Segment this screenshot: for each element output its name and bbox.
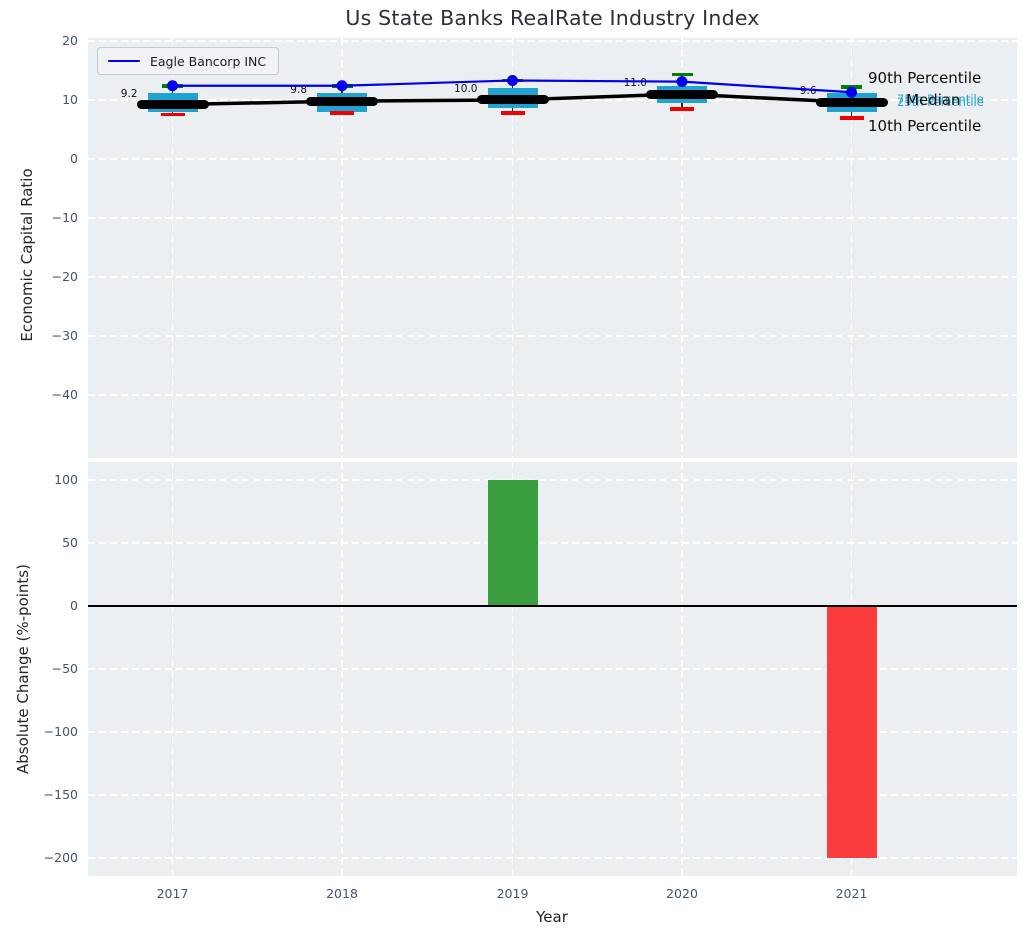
x-tick-label: 2017 bbox=[156, 886, 189, 901]
gridline-horizontal bbox=[88, 731, 1017, 733]
x-axis-label: Year bbox=[536, 908, 568, 926]
p10-cap bbox=[160, 112, 185, 117]
y-tick-label: 20 bbox=[62, 32, 78, 48]
median-data-label: 10.0 bbox=[454, 82, 478, 95]
y-tick-label: 100 bbox=[54, 472, 78, 488]
annotation-90th-percentile: 90th Percentile bbox=[868, 69, 982, 87]
median-data-label: 9.8 bbox=[290, 84, 307, 97]
y-tick-label: 0 bbox=[70, 150, 78, 166]
company-data-point bbox=[507, 74, 518, 86]
y-tick-label: 50 bbox=[62, 535, 78, 550]
y-tick-label: −30 bbox=[51, 327, 78, 343]
legend: Eagle Bancorp INC bbox=[97, 47, 280, 75]
gridline-vertical bbox=[341, 462, 343, 876]
gridline-vertical bbox=[850, 38, 853, 458]
gridline-horizontal bbox=[88, 479, 1017, 481]
median-data-label: 9.2 bbox=[120, 87, 138, 100]
p10-cap bbox=[330, 111, 354, 115]
y-tick-label: −40 bbox=[51, 386, 78, 402]
top-panel-plot-area: 9.2 9.8 10.0 11.0 9.6 Eagle Bancorp INC 90th… bbox=[88, 38, 1017, 458]
gridline-vertical bbox=[681, 38, 683, 458]
median-segment bbox=[306, 96, 378, 106]
median-segment bbox=[136, 100, 209, 110]
company-data-point bbox=[167, 80, 178, 92]
y-tick-label: −10 bbox=[51, 209, 78, 225]
gridline-vertical bbox=[511, 462, 514, 876]
gridline-vertical bbox=[511, 38, 514, 458]
gridline-horizontal bbox=[88, 335, 1017, 337]
median-segment bbox=[815, 97, 888, 107]
gridline-horizontal bbox=[88, 394, 1017, 396]
gridline-horizontal bbox=[88, 158, 1017, 160]
annotation-10th-percentile: 10th Percentile bbox=[868, 117, 982, 135]
gridline-horizontal bbox=[88, 668, 1017, 670]
gridline-vertical bbox=[341, 38, 343, 458]
chart-title: Us State Banks RealRate Industry Index bbox=[345, 6, 760, 30]
company-data-point bbox=[336, 80, 348, 92]
company-data-point bbox=[846, 86, 857, 98]
gridline-horizontal bbox=[88, 40, 1017, 42]
y-tick-label: 10 bbox=[62, 91, 78, 107]
y-tick-label: −20 bbox=[51, 268, 78, 284]
p10-cap bbox=[500, 111, 525, 115]
median-segment bbox=[646, 89, 718, 99]
x-tick-label: 2019 bbox=[496, 886, 529, 901]
p10-cap bbox=[839, 116, 864, 120]
gridline-vertical bbox=[171, 38, 174, 458]
gridline-vertical bbox=[171, 462, 174, 876]
y-tick-label: 0 bbox=[70, 598, 78, 613]
y-axis-label-top: Economic Capital Ratio bbox=[18, 168, 36, 342]
company-series-line bbox=[167, 74, 857, 98]
y-tick-label: −50 bbox=[51, 661, 78, 676]
gridline-horizontal bbox=[88, 217, 1017, 219]
median-data-label: 11.0 bbox=[623, 77, 647, 90]
annotation-median: Median bbox=[906, 91, 961, 109]
x-tick-label: 2018 bbox=[326, 886, 358, 901]
x-tick-label: 2021 bbox=[835, 886, 868, 901]
gridline-horizontal bbox=[88, 857, 1017, 859]
y-tick-label: −150 bbox=[43, 786, 78, 802]
gridline-horizontal bbox=[88, 276, 1017, 278]
gridline-horizontal bbox=[88, 542, 1017, 544]
p10-cap bbox=[670, 107, 694, 111]
positive-change-bar bbox=[487, 480, 538, 606]
y-tick-label: −200 bbox=[43, 849, 78, 865]
company-data-point bbox=[676, 76, 688, 88]
zero-line bbox=[88, 605, 1017, 607]
legend-label: Eagle Bancorp INC bbox=[150, 53, 267, 69]
median-segment bbox=[476, 95, 549, 105]
y-tick-label: −100 bbox=[43, 723, 78, 739]
x-tick-label: 2020 bbox=[666, 886, 698, 901]
p90-cap bbox=[671, 72, 693, 77]
bottom-panel-plot-area bbox=[88, 462, 1017, 876]
annotation-25th-percentile: 25th Percentile bbox=[897, 95, 984, 109]
annotation-75th-percentile: 75th Percentile bbox=[897, 92, 984, 106]
gridline-horizontal bbox=[88, 794, 1017, 796]
negative-change-bar bbox=[826, 606, 877, 858]
legend-line-sample bbox=[108, 59, 140, 63]
gridline-vertical bbox=[681, 462, 683, 876]
